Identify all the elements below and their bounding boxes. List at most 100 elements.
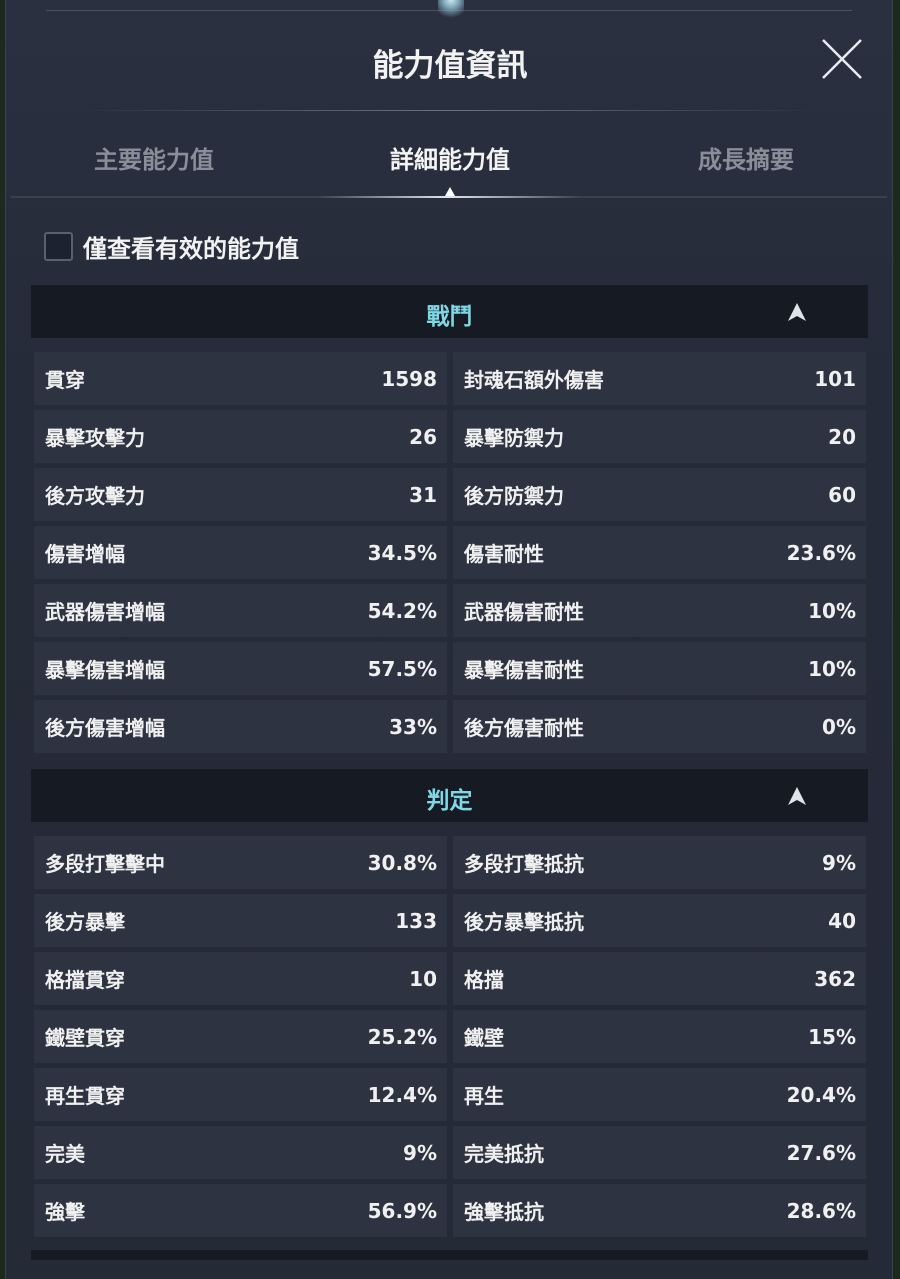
stat-cell: 後方攻擊力 31 [34, 468, 447, 521]
stat-label: 多段打擊抵抗 [464, 852, 584, 876]
effective-stats-checkbox[interactable]: 僅查看有效的能力值 [44, 229, 299, 264]
stat-cell: 格擋 362 [453, 952, 866, 1005]
title-divider [76, 110, 822, 111]
stat-label: 暴擊攻擊力 [45, 426, 145, 450]
stat-label: 暴擊傷害增幅 [45, 658, 165, 682]
stat-row: 多段打擊擊中 30.8% 多段打擊抵抗 9% [34, 836, 866, 889]
stat-value: 10% [808, 656, 856, 681]
stat-label: 格擋貫穿 [45, 968, 125, 992]
stat-value: 9% [822, 850, 856, 875]
stat-row: 強擊 56.9% 強擊抵抗 28.6% [34, 1184, 866, 1237]
stat-cell: 武器傷害耐性 10% [453, 584, 866, 637]
stat-cell: 後方暴擊 133 [34, 894, 447, 947]
stat-cell: 再生 20.4% [453, 1068, 866, 1121]
stat-cell: 後方防禦力 60 [453, 468, 866, 521]
section-title: 判定 [426, 788, 473, 814]
stat-cell: 暴擊防禦力 20 [453, 410, 866, 463]
stat-row: 格擋貫穿 10 格擋 362 [34, 952, 866, 1005]
checkbox-box[interactable] [44, 232, 73, 261]
stat-label: 貫穿 [45, 368, 85, 392]
section-header[interactable]: 戰鬥 [31, 285, 868, 338]
stat-label: 鐵壁貫穿 [45, 1026, 125, 1050]
stat-cell: 傷害耐性 23.6% [453, 526, 866, 579]
stat-cell: 鐵壁 15% [453, 1010, 866, 1063]
stat-cell: 封魂石額外傷害 101 [453, 352, 866, 405]
stat-label: 傷害耐性 [464, 542, 544, 566]
stat-value: 10% [808, 598, 856, 623]
close-button[interactable] [819, 36, 865, 82]
stat-label: 鐵壁 [464, 1026, 504, 1050]
stat-cell: 後方傷害增幅 33% [34, 700, 447, 753]
stat-value: 12.4% [367, 1082, 437, 1107]
panel-title: 能力值資訊 [372, 48, 528, 84]
stat-value: 23.6% [786, 540, 856, 565]
checkbox-label: 僅查看有效的能力值 [83, 235, 299, 263]
stat-value: 26 [409, 424, 437, 449]
stat-value: 60 [828, 482, 856, 507]
stat-value: 27.6% [786, 1140, 856, 1165]
stat-cell: 後方暴擊抵抗 40 [453, 894, 866, 947]
stat-cell: 後方傷害耐性 0% [453, 700, 866, 753]
stat-value: 10 [409, 966, 437, 991]
tab-bar: 主要能力值 詳細能力值 成長摘要 [6, 140, 894, 180]
stat-cell: 格擋貫穿 10 [34, 952, 447, 1005]
tab-main-stats[interactable]: 主要能力值 [94, 146, 214, 174]
stat-cell: 貫穿 1598 [34, 352, 447, 405]
stat-row: 後方攻擊力 31 後方防禦力 60 [34, 468, 866, 521]
close-icon [822, 39, 862, 79]
stat-value: 133 [395, 908, 437, 933]
stat-cell: 完美抵抗 27.6% [453, 1126, 866, 1179]
stat-value: 25.2% [367, 1024, 437, 1049]
stat-value: 54.2% [367, 598, 437, 623]
stat-row: 完美 9% 完美抵抗 27.6% [34, 1126, 866, 1179]
stat-value: 9% [403, 1140, 437, 1165]
stat-row: 再生貫穿 12.4% 再生 20.4% [34, 1068, 866, 1121]
stat-row: 傷害增幅 34.5% 傷害耐性 23.6% [34, 526, 866, 579]
stat-row: 暴擊傷害增幅 57.5% 暴擊傷害耐性 10% [34, 642, 866, 695]
stat-label: 武器傷害增幅 [45, 600, 165, 624]
stat-cell: 傷害增幅 34.5% [34, 526, 447, 579]
stat-value: 30.8% [367, 850, 437, 875]
stat-value: 40 [828, 908, 856, 933]
stat-cell: 完美 9% [34, 1126, 447, 1179]
stat-cell: 強擊抵抗 28.6% [453, 1184, 866, 1237]
stat-label: 格擋 [464, 968, 504, 992]
stat-cell: 暴擊傷害增幅 57.5% [34, 642, 447, 695]
tab-detailed-stats[interactable]: 詳細能力值 [390, 146, 510, 174]
tab-underline [11, 196, 887, 198]
stat-cell: 鐵壁貫穿 25.2% [34, 1010, 447, 1063]
section-header[interactable]: 判定 [31, 769, 868, 822]
next-section-header[interactable] [31, 1250, 868, 1260]
stat-label: 再生貫穿 [45, 1084, 125, 1108]
collapse-arrow-icon[interactable] [787, 786, 807, 806]
stats-info-panel: 能力值資訊 主要能力值 詳細能力值 成長摘要 僅查看有效的能力值 戰鬥 貫穿 15… [5, 0, 893, 1279]
stat-label: 完美抵抗 [464, 1142, 544, 1166]
stat-row: 貫穿 1598 封魂石額外傷害 101 [34, 352, 866, 405]
stat-value: 56.9% [367, 1198, 437, 1223]
stat-cell: 再生貫穿 12.4% [34, 1068, 447, 1121]
stat-value: 101 [814, 366, 856, 391]
stat-row: 鐵壁貫穿 25.2% 鐵壁 15% [34, 1010, 866, 1063]
tab-growth-summary[interactable]: 成長摘要 [698, 146, 794, 174]
stat-label: 後方傷害耐性 [464, 716, 584, 740]
stat-label: 後方傷害增幅 [45, 716, 165, 740]
ornament-icon [438, 0, 464, 22]
stat-value: 33% [389, 714, 437, 739]
collapse-arrow-icon[interactable] [787, 302, 807, 322]
stat-label: 強擊抵抗 [464, 1200, 544, 1224]
stat-label: 後方暴擊 [45, 910, 125, 934]
stat-label: 後方防禦力 [464, 484, 564, 508]
stat-row: 武器傷害增幅 54.2% 武器傷害耐性 10% [34, 584, 866, 637]
stat-cell: 多段打擊抵抗 9% [453, 836, 866, 889]
stat-value: 28.6% [786, 1198, 856, 1223]
stat-label: 後方攻擊力 [45, 484, 145, 508]
stat-cell: 多段打擊擊中 30.8% [34, 836, 447, 889]
stat-value: 57.5% [367, 656, 437, 681]
stat-value: 362 [814, 966, 856, 991]
stat-label: 後方暴擊抵抗 [464, 910, 584, 934]
stat-row: 後方傷害增幅 33% 後方傷害耐性 0% [34, 700, 866, 753]
stat-cell: 強擊 56.9% [34, 1184, 447, 1237]
stat-value: 31 [409, 482, 437, 507]
stat-value: 20 [828, 424, 856, 449]
stat-label: 強擊 [45, 1200, 85, 1224]
